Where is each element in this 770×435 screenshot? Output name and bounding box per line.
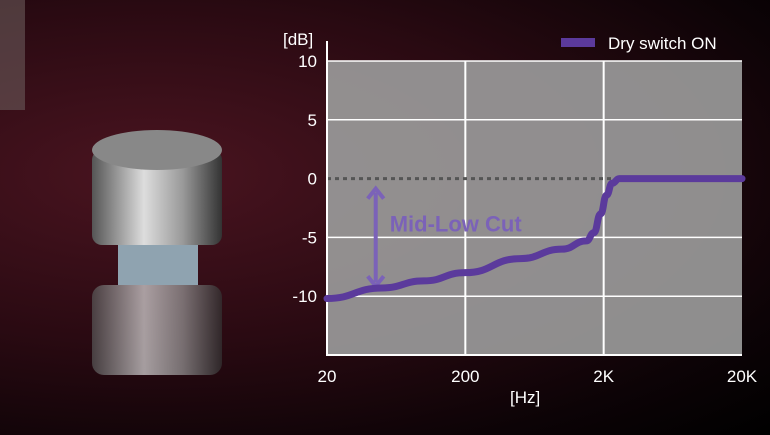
y-tick-label: -10 bbox=[292, 287, 317, 306]
annotation-label: Mid-Low Cut bbox=[390, 212, 523, 237]
y-tick-label: -5 bbox=[302, 228, 317, 247]
legend-swatch bbox=[561, 38, 595, 47]
plot-area bbox=[327, 61, 742, 355]
knob-background bbox=[0, 0, 25, 110]
series-line-dry-switch-on bbox=[323, 175, 746, 303]
axes: 10 5 0 -5 -10 20 200 2K 20K bbox=[292, 41, 758, 386]
arrow-up-icon bbox=[366, 185, 386, 200]
knob bbox=[92, 150, 222, 245]
y-tick-label: 5 bbox=[308, 111, 317, 130]
x-axis-label: [Hz] bbox=[510, 388, 540, 407]
y-tick-label: 0 bbox=[308, 170, 317, 189]
mid-low-cut-annotation: Mid-Low Cut bbox=[366, 185, 523, 290]
knob-reflection bbox=[92, 285, 222, 375]
y-tick-label: 10 bbox=[298, 52, 317, 71]
x-tick-label: 200 bbox=[451, 367, 479, 386]
x-tick-label: 20K bbox=[727, 367, 758, 386]
knob-top bbox=[92, 130, 222, 170]
y-axis-label: [dB] bbox=[283, 30, 313, 49]
legend-label: Dry switch ON bbox=[608, 34, 717, 53]
hex-nut bbox=[118, 240, 198, 285]
x-tick-label: 20 bbox=[318, 367, 337, 386]
x-tick-label: 2K bbox=[593, 367, 614, 386]
legend: Dry switch ON bbox=[561, 34, 717, 53]
